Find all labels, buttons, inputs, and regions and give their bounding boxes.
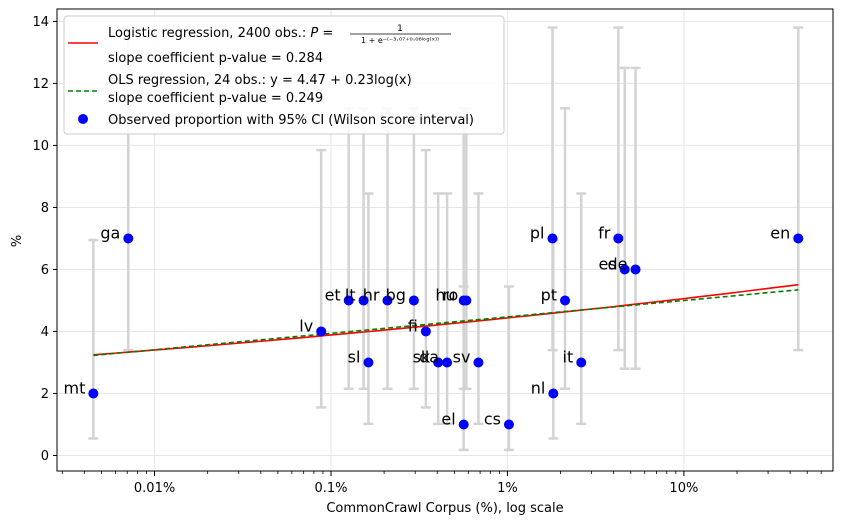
point-label-da: da xyxy=(419,347,439,366)
x-axis-label: CommonCrawl Corpus (%), log scale xyxy=(326,501,563,516)
x-tick-label: 0.01% xyxy=(134,481,175,496)
legend: Logistic regression, 2400 obs.: P = 1 1 … xyxy=(63,15,505,135)
point-da xyxy=(442,357,453,368)
point-label-sl: sl xyxy=(348,347,361,366)
point-label-sk: sk xyxy=(413,347,431,366)
y-axis-ticks: 0 2 4 6 8 10 12 14 xyxy=(32,15,57,464)
point-it xyxy=(576,357,587,368)
x-axis-ticks: 0.01% 0.1% 1% 10% xyxy=(61,471,822,496)
legend-box xyxy=(63,15,505,135)
ols-regression-line xyxy=(93,289,799,357)
point-label-mt: mt xyxy=(63,378,85,397)
point-label-pt: pt xyxy=(541,285,557,304)
legend-ols-text: OLS regression, 24 obs.: y = 4.47 + 0.23… xyxy=(108,73,412,88)
legend-logistic-pvalue: slope coefficient p-value = 0.284 xyxy=(108,51,323,66)
point-lv xyxy=(316,326,327,337)
x-tick-label: 0.1% xyxy=(314,481,347,496)
y-tick-label: 8 xyxy=(41,201,49,216)
logistic-regression-line xyxy=(93,283,799,356)
data-points xyxy=(88,233,804,430)
point-ga xyxy=(123,233,134,244)
y-tick-label: 2 xyxy=(41,387,49,402)
legend-ols-pvalue: slope coefficient p-value = 0.249 xyxy=(108,91,323,106)
point-mt xyxy=(88,388,99,399)
point-label-it: it xyxy=(563,347,574,366)
point-pt xyxy=(560,295,571,306)
legend-logistic-text: Logistic regression, 2400 obs.: P = xyxy=(108,26,333,41)
point-pl xyxy=(547,233,558,244)
point-de xyxy=(630,264,641,275)
point-bg xyxy=(408,295,419,306)
y-tick-label: 6 xyxy=(41,263,49,278)
point-label-nl: nl xyxy=(531,378,546,397)
point-fi xyxy=(420,326,431,337)
legend-observed-marker xyxy=(78,114,88,124)
y-tick-label: 14 xyxy=(32,15,49,30)
point-label-hu: hu xyxy=(435,285,455,304)
point-en xyxy=(793,233,804,244)
point-el xyxy=(458,419,469,430)
point-label-de: de xyxy=(608,254,628,273)
point-label-el: el xyxy=(441,409,455,428)
point-label-lt: lt xyxy=(345,285,356,304)
point-sl xyxy=(363,357,374,368)
x-tick-label: 10% xyxy=(669,481,698,496)
point-ro xyxy=(461,295,472,306)
point-label-sv: sv xyxy=(453,347,471,366)
point-label-fr: fr xyxy=(598,223,611,242)
point-label-ga: ga xyxy=(100,223,120,242)
point-es xyxy=(619,264,630,275)
y-axis-label: % xyxy=(10,235,25,247)
y-tick-label: 12 xyxy=(32,77,49,92)
point-cs xyxy=(503,419,514,430)
y-tick-label: 0 xyxy=(41,449,49,464)
legend-logistic-formula-denominator: 1 + e⁻⁽⁻³·⁰⁷⁺⁰·⁰⁶ˡᵒᵍ⁽ˣ⁾⁾ xyxy=(361,36,439,45)
point-label-hr: hr xyxy=(363,285,380,304)
regression-lines xyxy=(93,283,799,357)
point-label-bg: bg xyxy=(386,285,406,304)
legend-observed-text: Observed proportion with 95% CI (Wilson … xyxy=(108,113,474,128)
point-fr xyxy=(613,233,624,244)
point-hr xyxy=(382,295,393,306)
point-label-et: et xyxy=(325,285,341,304)
y-tick-label: 10 xyxy=(32,139,49,154)
point-label-fi: fi xyxy=(408,316,418,335)
x-tick-label: 1% xyxy=(497,481,518,496)
plot-frame xyxy=(56,8,834,472)
point-lt xyxy=(358,295,369,306)
point-sv xyxy=(473,357,484,368)
point-label-pl: pl xyxy=(530,223,545,242)
point-label-es: es xyxy=(599,254,617,273)
point-nl xyxy=(548,388,559,399)
point-label-ro: ro xyxy=(442,285,458,304)
point-sk xyxy=(433,357,444,368)
point-label-en: en xyxy=(770,223,790,242)
legend-logistic-formula-numerator: 1 xyxy=(397,24,403,34)
point-et xyxy=(343,295,354,306)
point-label-cs: cs xyxy=(484,409,501,428)
y-tick-label: 4 xyxy=(41,325,49,340)
point-label-lv: lv xyxy=(299,316,313,335)
